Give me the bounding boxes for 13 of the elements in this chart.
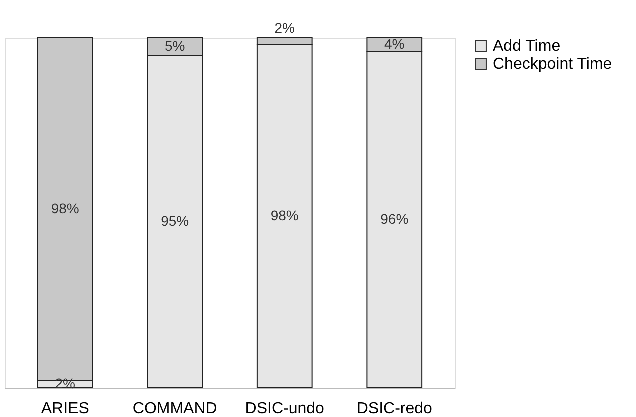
x-tick-label: ARIES (41, 400, 90, 417)
data-label: 95% (161, 212, 190, 229)
data-label: 5% (165, 38, 186, 54)
data-label: 2% (274, 20, 295, 36)
x-tick-label: COMMAND (132, 400, 218, 417)
data-label: 98% (270, 208, 299, 224)
legend-label: Checkpoint Time (493, 56, 612, 73)
data-label: 96% (380, 211, 409, 227)
data-label: 98% (51, 200, 80, 216)
x-tick-label: DSIC-redo (356, 400, 433, 417)
data-label: 4% (384, 36, 405, 52)
x-tick-label: DSIC-undo (245, 400, 325, 417)
legend-label: Add Time (493, 38, 561, 55)
